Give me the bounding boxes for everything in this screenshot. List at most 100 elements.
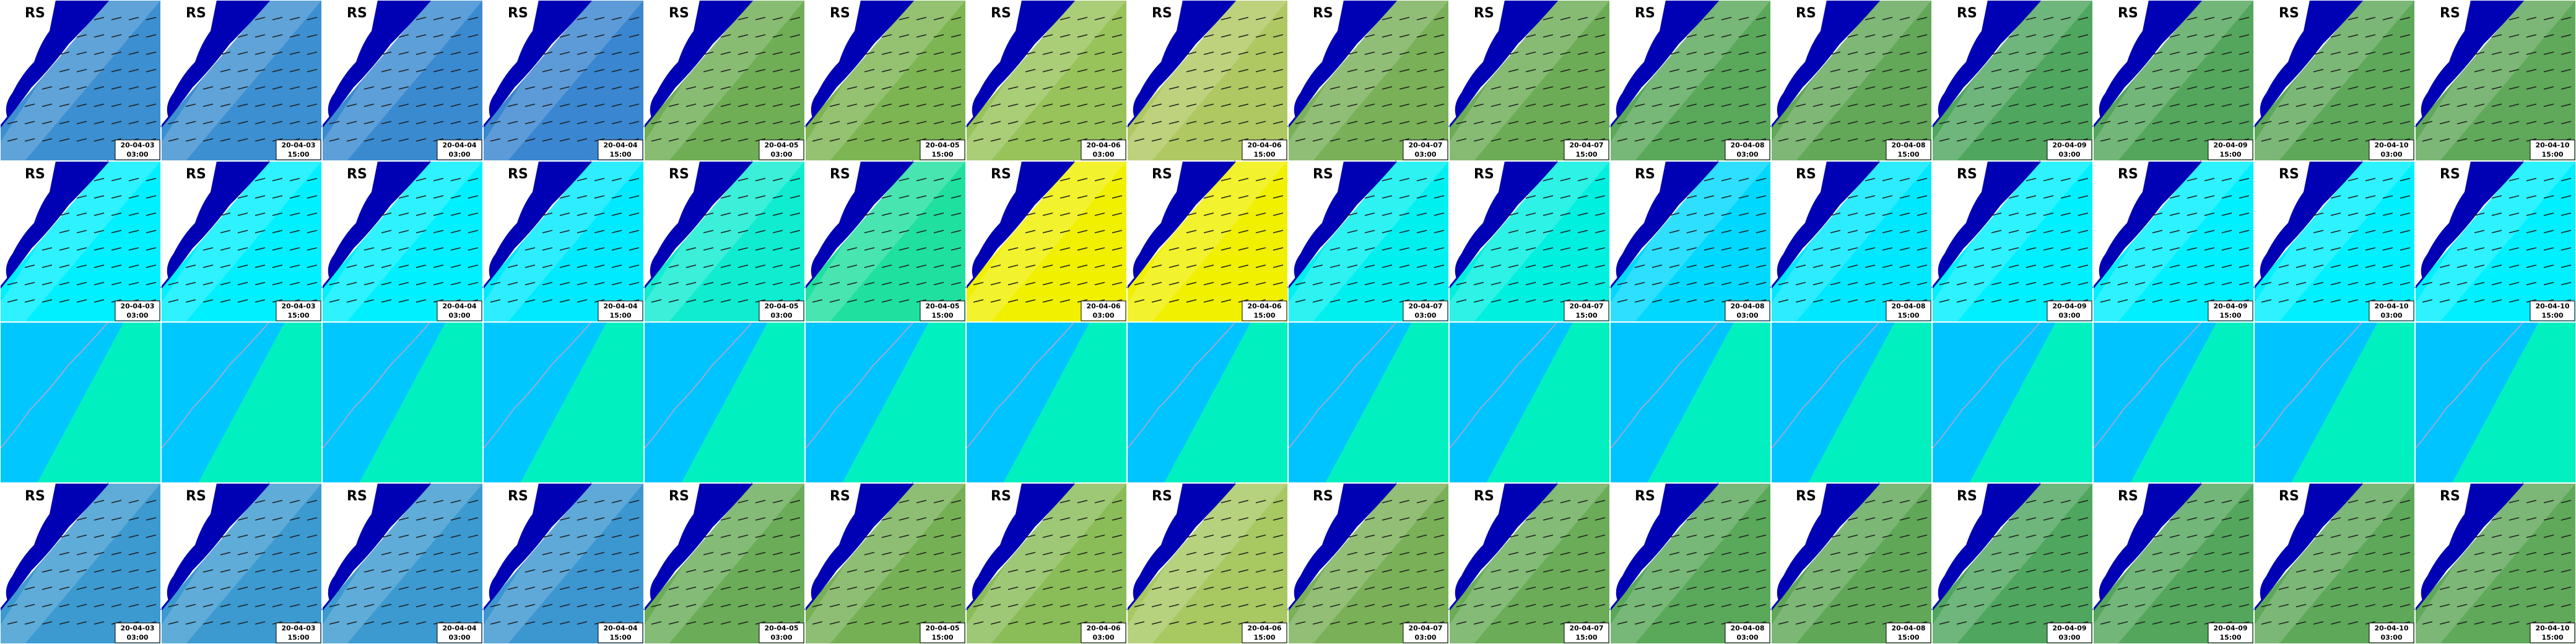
region-label: RS <box>1313 6 1333 21</box>
wind-arrow <box>168 121 179 124</box>
wind-arrow <box>542 51 553 55</box>
wind-arrow <box>94 138 105 142</box>
wind-arrow <box>1721 51 1732 55</box>
wind-arrow <box>1991 569 2002 573</box>
wind-arrow <box>2456 247 2468 251</box>
shelf-band <box>2254 0 2415 161</box>
wind-arrow <box>272 86 283 90</box>
wind-arrow <box>7 282 18 285</box>
wind-arrow <box>738 604 749 607</box>
wind-arrow <box>2422 121 2433 124</box>
wind-arrow <box>24 299 35 303</box>
wind-arrow <box>611 69 622 72</box>
wind-arrow <box>468 534 479 538</box>
wind-arrow <box>220 69 231 72</box>
wind-arrow <box>1595 517 1606 521</box>
wind-arrow <box>1917 264 1928 268</box>
wind-arrow <box>1560 103 1571 107</box>
wind-arrow <box>720 51 731 55</box>
wind-arrow <box>76 212 87 216</box>
wind-arrow <box>1865 552 1876 555</box>
wind-arrow <box>1899 552 1910 555</box>
wind-arrow <box>146 51 157 55</box>
wind-arrow <box>1899 212 1910 216</box>
wind-arrow <box>94 230 105 233</box>
wind-arrow <box>2491 69 2502 72</box>
wind-arrow <box>1830 569 1841 573</box>
wind-arrow <box>559 212 570 216</box>
wind-arrow <box>916 69 927 72</box>
wind-arrow <box>1221 569 1232 573</box>
wind-arrow <box>577 604 588 607</box>
wind-arrow <box>1473 604 1484 607</box>
wind-arrow <box>2008 138 2019 142</box>
wind-arrow <box>1721 552 1732 555</box>
wind-arrow <box>1255 604 1266 607</box>
wind-arrow <box>1721 34 1732 38</box>
wind-arrow <box>76 69 87 72</box>
wind-arrow <box>329 299 340 303</box>
wind-arrow <box>1956 299 1967 303</box>
wind-arrow <box>1025 534 1036 538</box>
wind-arrow <box>1094 51 1105 55</box>
wind-arrow <box>1669 103 1680 107</box>
wind-arrow <box>933 500 944 503</box>
wind-arrow <box>1094 604 1105 607</box>
wind-arrow <box>363 247 375 251</box>
wind-arrow <box>2439 604 2450 607</box>
wind-arrow <box>1347 534 1358 538</box>
wind-arrow <box>629 178 640 181</box>
wind-arrow <box>1738 264 1749 268</box>
wind-arrow <box>76 121 87 124</box>
shelf <box>2130 322 2254 483</box>
wind-arrow <box>668 264 679 268</box>
wind-arrow <box>864 552 875 555</box>
wind-arrow <box>202 264 214 268</box>
wind-arrow <box>1882 247 1893 251</box>
wind-arrow <box>1847 282 1858 285</box>
wind-arrow <box>2348 34 2359 38</box>
tile-border <box>966 161 1127 322</box>
wind-arrow <box>1899 230 1910 233</box>
wind-arrow <box>1490 569 1502 573</box>
wind-arrow <box>185 621 196 625</box>
wind-arrow <box>2239 178 2250 181</box>
wind-arrow <box>1704 195 1715 199</box>
coast <box>160 0 271 128</box>
wind-arrow <box>146 69 157 72</box>
wind-arrow <box>59 604 70 607</box>
wind-arrow <box>899 517 910 521</box>
shelf-band <box>2254 483 2415 644</box>
wind-arrow <box>111 282 122 285</box>
wind-arrow <box>1364 138 1375 142</box>
wind-arrow <box>398 121 409 124</box>
wind-arrow <box>1077 86 1088 90</box>
wind-arrow <box>703 212 714 216</box>
wind-arrow <box>2060 103 2071 107</box>
wind-arrow <box>2239 604 2250 607</box>
wind-arrow <box>2295 621 2307 625</box>
time: 03:00 <box>1736 311 1758 320</box>
wind-arrow <box>1560 34 1571 38</box>
wind-arrow <box>629 17 640 20</box>
region-label: RS <box>669 6 689 21</box>
coast <box>2414 482 2525 611</box>
wind-arrow <box>2187 86 2198 90</box>
wind-arrow <box>790 34 801 38</box>
wind-arrow <box>1399 264 1410 268</box>
wind-arrow <box>738 621 749 625</box>
wind-arrow <box>1508 621 1519 625</box>
wind-arrow <box>881 517 892 521</box>
wind-arrow <box>307 569 318 573</box>
wind-arrow <box>1686 534 1697 538</box>
wind-arrow <box>1704 282 1715 285</box>
wind-arrow <box>255 103 266 107</box>
region-label: RS <box>25 489 45 504</box>
wind-arrow <box>1991 586 2002 590</box>
wind-arrow <box>1669 230 1680 233</box>
wind-arrow <box>1899 534 1910 538</box>
wind-arrow <box>1882 34 1893 38</box>
wind-arrow <box>2078 282 2089 285</box>
wind-arrow <box>542 282 553 285</box>
